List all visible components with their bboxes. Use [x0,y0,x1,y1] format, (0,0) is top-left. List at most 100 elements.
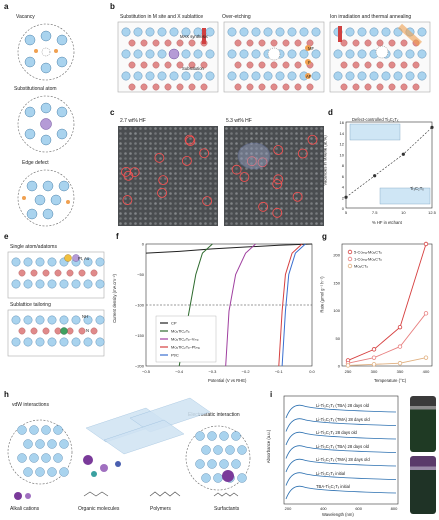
atom-column [275,142,278,145]
panel-a-label: a [4,2,9,11]
atom-column [184,167,187,170]
atom-column [320,137,323,140]
atom-column [169,172,172,175]
atom-column [159,157,162,160]
atom-column [159,197,162,200]
atom-column [295,207,298,210]
atom-column [164,127,167,130]
atom-column [270,192,273,195]
metal-atom [225,445,235,455]
atom-column [169,177,172,180]
atom-column [260,142,263,145]
carbon-atom [78,269,86,277]
atom-column [169,152,172,155]
atom-column [320,202,323,205]
atom-column [260,147,263,150]
atom-column [134,217,137,220]
atom-column [164,147,167,150]
atom-column [300,137,303,140]
atom-column [240,137,243,140]
atom-column [255,152,258,155]
metal-atom [169,71,179,81]
atom-column [199,132,202,135]
atom-column [250,197,253,200]
annotation-vdw: vdW interactions [12,402,49,408]
carbon-atom [270,39,278,47]
atom-column [134,132,137,135]
atom-column [159,167,162,170]
atom-column [255,202,258,205]
atom-column [214,127,217,130]
atom-column [230,152,233,155]
atom-column [159,132,162,135]
atom-column [174,222,177,225]
metal-atom [417,71,427,81]
atom-column [320,222,323,225]
f-series-line [278,243,303,367]
atom-column [250,132,253,135]
atom-column [149,197,152,200]
metal-atom [59,467,69,477]
atom-column [230,162,233,165]
atom-column [184,217,187,220]
atom-column [265,127,268,130]
metal-atom [35,279,45,289]
atom-column [270,212,273,215]
atom-column [159,202,162,205]
atom-column [139,192,142,195]
atom-column [285,157,288,160]
atom-column [159,212,162,215]
carbon-atom [152,83,160,91]
panel-b-label: b [110,2,115,11]
atom-column [305,212,308,215]
atom-column [119,212,122,215]
atom-column [250,177,253,180]
g-ytick-label: 100 [333,308,340,313]
atom-column [305,202,308,205]
atom-column [169,222,172,225]
atom-column [255,137,258,140]
atom-column [295,187,298,190]
vdw-zoom-circle [7,419,73,485]
atom-column [209,162,212,165]
atom-column [139,207,142,210]
vacancy-marker [184,134,195,145]
atom-column [184,197,187,200]
atom-column [270,177,273,180]
atom-column [310,197,313,200]
atom-column [295,142,298,145]
atom-column [290,177,293,180]
atom-column [189,147,192,150]
atom-column [235,147,238,150]
atom-column [300,222,303,225]
atom-column [124,167,127,170]
atom-column [129,137,132,140]
metal-atom [227,71,237,81]
atom-column [134,202,137,205]
i-absorbance-curve [285,418,397,432]
atom-column [290,162,293,165]
atom-column [225,142,228,145]
stem-markers-left [119,127,217,225]
atom-column [119,177,122,180]
annotation-max-synthesis: MAX synthesis [180,34,208,39]
metal-atom [181,27,191,37]
atom-column [235,167,238,170]
atom-column [214,167,217,170]
atom-column [260,152,263,155]
atom-column [295,217,298,220]
atom-column [240,162,243,165]
g-data-point [397,324,403,330]
atom-column [260,162,263,165]
metal-atom [59,315,69,325]
atom-column [164,172,167,175]
metal-atom [157,49,167,59]
metal-atom [35,337,45,347]
i-absorbance-curve [285,472,397,486]
carbon-atom [176,39,184,47]
atom-column [129,152,132,155]
atom-column [305,217,308,220]
adatom [64,254,72,262]
d-ytick-label: 8 [342,163,345,168]
atom-column [124,137,127,140]
